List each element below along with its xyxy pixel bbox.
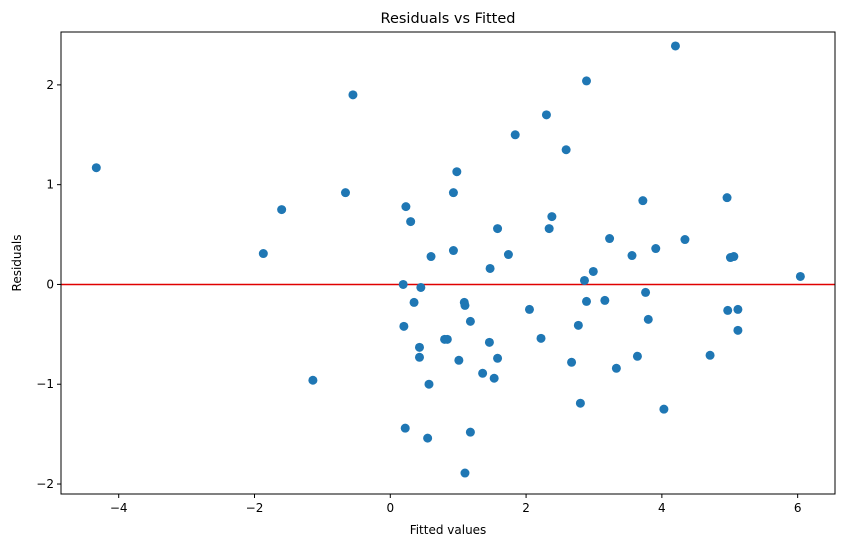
- x-tick-label: 0: [386, 501, 394, 515]
- x-tick-label: −4: [110, 501, 128, 515]
- data-point: [426, 252, 436, 262]
- data-point: [493, 224, 503, 234]
- data-point: [340, 188, 350, 198]
- y-tick-label: −1: [36, 377, 54, 391]
- data-point: [627, 251, 637, 261]
- data-point: [567, 357, 577, 367]
- data-point: [465, 427, 475, 437]
- data-point: [651, 244, 661, 254]
- points-layer: [91, 41, 805, 478]
- data-point: [582, 296, 592, 306]
- plot-frame: [60, 31, 836, 495]
- data-point: [258, 249, 268, 259]
- data-point: [582, 76, 592, 86]
- data-point: [460, 300, 470, 310]
- data-point: [541, 110, 551, 120]
- data-point: [536, 333, 546, 343]
- data-point: [448, 188, 458, 198]
- data-point: [705, 350, 715, 360]
- x-axis: −4 −2 0 2 4 6: [110, 494, 802, 515]
- data-point: [460, 468, 470, 478]
- data-point: [423, 433, 433, 443]
- data-point: [484, 337, 494, 347]
- data-point: [561, 145, 571, 155]
- data-point: [414, 342, 424, 352]
- data-point: [733, 304, 743, 314]
- data-point: [399, 321, 409, 331]
- data-point: [493, 353, 503, 363]
- data-point: [465, 316, 475, 326]
- data-point: [729, 252, 739, 262]
- data-point: [406, 217, 416, 227]
- x-tick-label: 4: [658, 501, 666, 515]
- data-point: [308, 375, 318, 385]
- data-point: [600, 295, 610, 305]
- data-point: [91, 163, 101, 173]
- data-point: [632, 351, 642, 361]
- x-axis-label: Fitted values: [410, 523, 487, 537]
- data-point: [424, 379, 434, 389]
- data-point: [416, 282, 426, 292]
- x-tick-label: 2: [522, 501, 530, 515]
- data-point: [400, 423, 410, 433]
- data-point: [733, 325, 743, 335]
- x-tick-label: −2: [246, 501, 264, 515]
- y-tick-label: 1: [46, 178, 54, 192]
- data-point: [398, 279, 408, 289]
- data-point: [641, 287, 651, 297]
- data-point: [579, 275, 589, 285]
- data-point: [277, 205, 287, 215]
- chart-title: Residuals vs Fitted: [381, 11, 516, 27]
- data-point: [547, 212, 557, 222]
- data-point: [489, 373, 499, 383]
- data-point: [638, 196, 648, 206]
- x-tick-label: 6: [794, 501, 802, 515]
- data-point: [524, 304, 534, 314]
- data-point: [478, 368, 488, 378]
- data-point: [448, 246, 458, 256]
- data-point: [454, 355, 464, 365]
- data-point: [452, 167, 462, 177]
- data-point: [348, 90, 358, 100]
- y-tick-label: −2: [36, 477, 54, 491]
- data-point: [588, 266, 598, 276]
- data-point: [414, 352, 424, 362]
- data-point: [723, 305, 733, 315]
- y-tick-label: 2: [46, 78, 54, 92]
- data-point: [485, 263, 495, 273]
- data-point: [573, 320, 583, 330]
- data-point: [680, 235, 690, 245]
- y-axis-label: Residuals: [10, 235, 24, 292]
- data-point: [442, 334, 452, 344]
- data-point: [575, 398, 585, 408]
- data-point: [544, 224, 554, 234]
- data-point: [659, 404, 669, 414]
- data-point: [605, 234, 615, 244]
- data-point: [722, 193, 732, 203]
- y-tick-label: 0: [46, 277, 54, 291]
- data-point: [503, 250, 513, 260]
- data-point: [795, 271, 805, 281]
- data-point: [409, 297, 419, 307]
- data-point: [670, 41, 680, 51]
- data-point: [401, 202, 411, 212]
- data-point: [611, 363, 621, 373]
- y-axis: −2 −1 0 1 2: [36, 78, 61, 491]
- data-point: [510, 130, 520, 140]
- data-point: [643, 314, 653, 324]
